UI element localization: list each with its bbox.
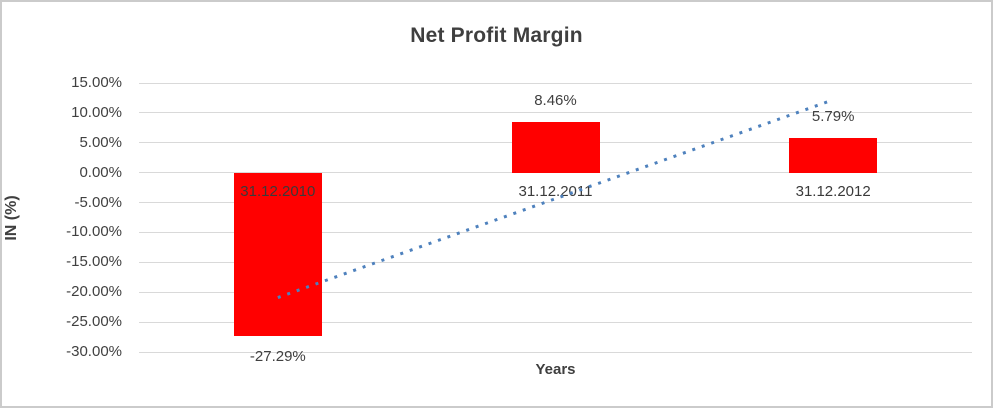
y-axis-tick-label: -20.00%: [66, 283, 122, 301]
x-axis-title: Years: [535, 361, 576, 378]
gridline: [139, 351, 972, 353]
gridline: [139, 112, 972, 114]
y-axis-tick-label: -15.00%: [66, 253, 122, 271]
gridline: [139, 172, 972, 174]
chart-title: Net Profit Margin: [410, 24, 583, 47]
category-label: 31.12.2010: [240, 182, 316, 200]
y-axis-tick-label: -5.00%: [74, 193, 122, 211]
gridline: [139, 261, 972, 263]
gridline: [139, 82, 972, 84]
y-axis-tick-label: 10.00%: [71, 103, 122, 121]
bar: [233, 172, 322, 336]
data-label: -27.29%: [249, 347, 306, 365]
bar: [511, 122, 600, 173]
y-axis-tick-label: -25.00%: [66, 313, 122, 331]
gridline: [139, 321, 972, 323]
y-axis-tick-label: 0.00%: [79, 163, 122, 181]
gridline: [139, 202, 972, 204]
y-axis-tick-label: -10.00%: [66, 223, 122, 241]
trendline-segment: [277, 98, 834, 299]
gridline: [139, 231, 972, 233]
gridline: [139, 291, 972, 293]
y-axis-tick-label: -30.00%: [66, 343, 122, 360]
category-label: 31.12.2012: [795, 182, 871, 200]
data-label: 5.79%: [811, 108, 855, 126]
bar: [789, 138, 878, 173]
category-label: 31.12.2011: [518, 182, 593, 200]
data-label: 8.46%: [534, 92, 577, 110]
y-axis-tick-label: 15.00%: [71, 74, 122, 91]
y-axis-tick-label: 5.00%: [79, 133, 122, 151]
